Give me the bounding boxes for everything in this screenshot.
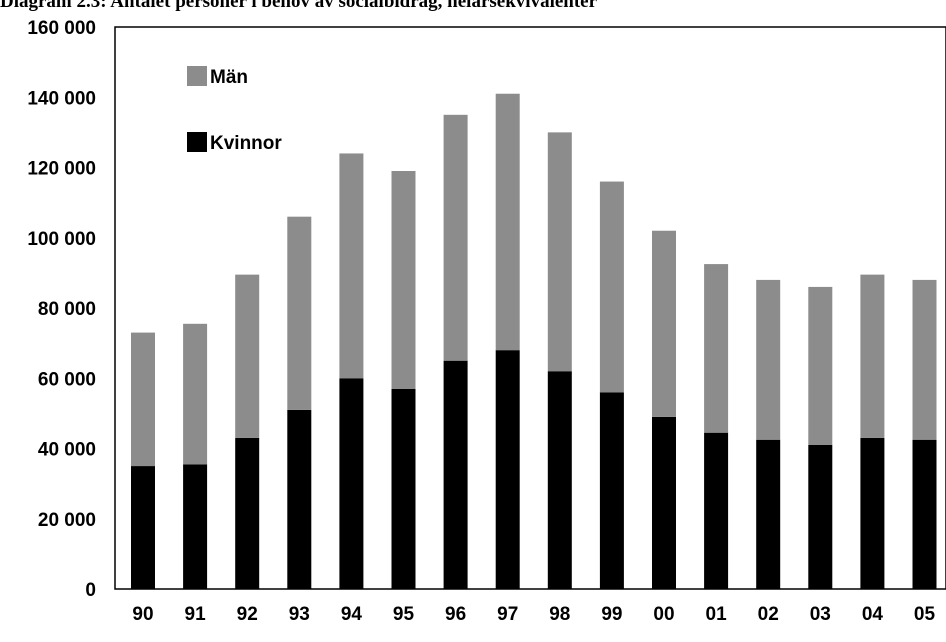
bar-segment-kvinnor [860, 437, 885, 589]
bar-segment-man [599, 181, 624, 393]
x-tick-label: 02 [758, 604, 779, 625]
y-tick-label: 100 000 [27, 229, 96, 250]
bars [131, 93, 937, 589]
x-tick-label: 93 [289, 604, 310, 625]
bar-segment-man [391, 171, 416, 389]
x-tick-label: 90 [132, 604, 153, 625]
bar-segment-kvinnor [495, 350, 520, 589]
bar-segment-man [495, 93, 520, 351]
x-tick-label: 00 [653, 604, 674, 625]
bar-segment-kvinnor [235, 437, 260, 589]
bar-segment-kvinnor [547, 371, 572, 589]
bar-segment-kvinnor [443, 360, 468, 589]
bar-segment-kvinnor [391, 388, 416, 589]
bar-segment-man [235, 274, 260, 438]
x-tick-label: 99 [601, 604, 622, 625]
x-tick-label: 95 [393, 604, 415, 625]
x-tick-label: 98 [549, 604, 570, 625]
bar-segment-man [860, 274, 885, 438]
legend: Män Kvinnor [187, 66, 282, 154]
bar-segment-man [652, 230, 676, 417]
y-tick-label: 120 000 [27, 159, 96, 180]
bar-segment-kvinnor [652, 416, 676, 589]
bar-segment-kvinnor [808, 444, 833, 589]
bar-segment-kvinnor [756, 439, 781, 589]
x-tick-label: 96 [445, 604, 466, 625]
x-tick-label: 92 [237, 604, 258, 625]
x-axis-tick-labels: 90 91 92 93 94 95 96 97 98 99 00 01 02 03 04 05 [132, 604, 935, 625]
bar-segment-kvinnor [183, 464, 208, 589]
bar-segment-man [287, 216, 312, 410]
bar-segment-kvinnor [704, 432, 729, 589]
bar-segment-man [443, 114, 468, 361]
bar-segment-kvinnor [287, 409, 312, 589]
plot-area-frame [114, 26, 946, 590]
bar-segment-kvinnor [599, 392, 624, 589]
bar-segment-kvinnor [912, 439, 937, 589]
x-tick-label: 04 [862, 604, 884, 625]
legend-swatch [187, 132, 207, 152]
bar-segment-man [131, 332, 155, 467]
bar-segment-man [183, 323, 208, 465]
legend-swatch [187, 66, 207, 86]
x-tick-label: 05 [914, 604, 936, 625]
x-tick-label: 91 [185, 604, 207, 625]
y-tick-label: 140 000 [27, 88, 96, 109]
bar-segment-man [808, 286, 833, 445]
bar-segment-man [547, 132, 572, 372]
x-tick-label: 97 [497, 604, 518, 625]
x-tick-label: 94 [341, 604, 363, 625]
bar-segment-man [339, 153, 364, 379]
bar-segment-man [756, 279, 781, 440]
y-tick-label: 160 000 [27, 18, 96, 39]
y-tick-label: 40 000 [38, 440, 96, 461]
y-tick-label: 20 000 [38, 510, 96, 531]
bar-segment-kvinnor [131, 466, 155, 589]
bar-segment-kvinnor [339, 378, 364, 589]
chart-title: Diagram 2.3: Antalet personer i behov av… [0, 0, 598, 12]
y-tick-label: 0 [85, 580, 96, 601]
bar-segment-man [704, 264, 729, 433]
legend-label: Kvinnor [210, 133, 282, 154]
bar-segment-man [912, 279, 937, 440]
y-tick-label: 80 000 [38, 299, 96, 320]
x-tick-label: 01 [706, 604, 728, 625]
legend-label: Män [210, 67, 248, 88]
x-tick-label: 03 [810, 604, 831, 625]
y-tick-label: 60 000 [38, 369, 96, 390]
y-axis-tick-labels: 0 20 000 40 000 60 000 80 000 100 000 120 000 1… [27, 18, 96, 601]
